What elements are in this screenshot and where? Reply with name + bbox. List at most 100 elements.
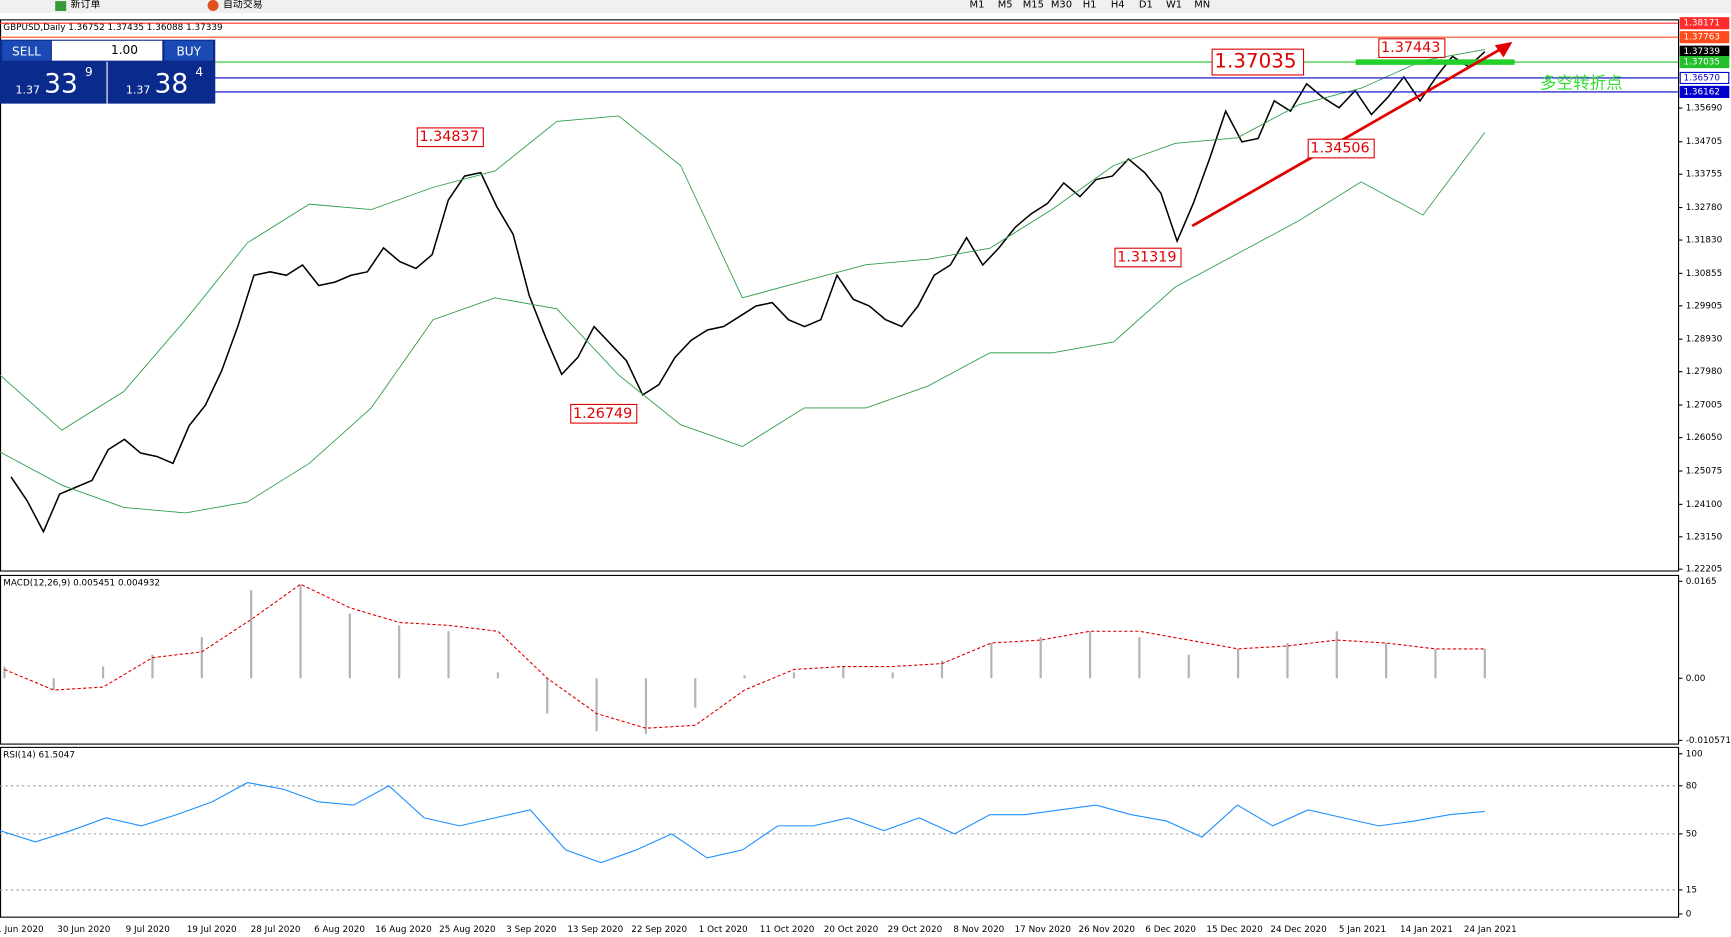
macd-histogram-bar <box>1335 631 1338 679</box>
sell-price-pips[interactable]: 33 <box>44 68 78 99</box>
y-tick-label: 1.28930 <box>1686 335 1723 345</box>
macd-histogram-bar <box>447 631 450 679</box>
macd-histogram-bar <box>250 590 253 679</box>
volume-value[interactable]: 1.00 <box>111 43 138 57</box>
bollinger-band <box>0 132 1486 514</box>
macd-histogram-bar <box>743 675 746 679</box>
macd-histogram-bar <box>940 660 944 679</box>
macd-histogram-bar <box>398 625 401 679</box>
x-tick-label: 6 Aug 2020 <box>314 925 365 935</box>
y-tick-label: 1.22205 <box>1686 565 1722 575</box>
x-tick-label: 8 Nov 2020 <box>953 925 1004 935</box>
chart-note: 多空转折点 <box>1540 73 1623 92</box>
new-order-icon[interactable] <box>55 1 67 12</box>
y-tick-label: 1.29905 <box>1686 301 1722 311</box>
price-annotation-box <box>1211 48 1305 76</box>
x-tick-label: 28 Jul 2020 <box>251 925 301 935</box>
x-tick-label: 29 Oct 2020 <box>888 925 943 935</box>
price-annotation-box <box>1378 38 1446 58</box>
macd-histogram-bar <box>891 672 894 679</box>
buy-button[interactable] <box>164 40 214 61</box>
buy-price-pips[interactable]: 38 <box>155 68 189 99</box>
macd-histogram-bar <box>644 678 648 735</box>
sell-label[interactable]: SELL <box>12 44 41 58</box>
price-annotation-box <box>416 127 484 148</box>
price-level-label: 1.37035 <box>1684 58 1720 68</box>
price-level-label: 1.36162 <box>1684 87 1720 97</box>
auto-trading-button[interactable]: 自动交易 <box>223 0 263 10</box>
y-tick-label: 80 <box>1686 781 1698 791</box>
timeframe-button[interactable]: M1 <box>970 0 985 10</box>
y-tick-label: 1.27980 <box>1686 367 1723 377</box>
macd-histogram-bar <box>1483 648 1486 679</box>
y-tick-label: 0.0165 <box>1686 577 1717 587</box>
y-tick-label: 1.31830 <box>1686 236 1723 246</box>
buy-label[interactable]: BUY <box>176 44 201 58</box>
toolbar <box>0 0 1731 14</box>
y-tick-label: 1.34705 <box>1686 137 1722 147</box>
x-tick-label: 22 Sep 2020 <box>631 925 687 935</box>
x-tick-label: 19 Jul 2020 <box>187 925 237 935</box>
macd-histogram-bar <box>792 672 796 679</box>
indicator-title: MACD(12,26,9) 0.005451 0.004932 <box>3 579 160 589</box>
macd-histogram-bar <box>1088 631 1092 679</box>
x-tick-label: 13 Sep 2020 <box>567 925 623 935</box>
price-level-label: 1.36570 <box>1684 73 1721 83</box>
timeframe-button[interactable]: H4 <box>1111 0 1125 10</box>
macd-histogram-bar <box>1434 648 1437 679</box>
macd-histogram-bar <box>595 678 598 732</box>
x-tick-label: 1 Oct 2020 <box>699 925 748 935</box>
x-tick-label: 11 Oct 2020 <box>760 925 815 935</box>
panel-frame <box>0 19 1680 572</box>
macd-signal-line <box>4 583 1485 729</box>
price-annotation: 1.37035 <box>1214 50 1296 73</box>
sell-price-frac[interactable]: 9 <box>85 65 93 79</box>
buy-price-big[interactable]: 1.37 <box>126 83 151 96</box>
y-tick-label: 0.00 <box>1686 674 1706 684</box>
y-tick-label: 1.25075 <box>1686 467 1722 477</box>
macd-histogram-bar <box>1286 643 1289 679</box>
sell-button[interactable] <box>2 40 51 61</box>
sell-price-big[interactable]: 1.37 <box>15 83 40 96</box>
x-tick-label: 16 Aug 2020 <box>375 925 432 935</box>
price-level-tag <box>1679 17 1730 30</box>
timeframe-button[interactable]: M30 <box>1051 0 1072 10</box>
y-tick-label: 1.35690 <box>1686 104 1723 114</box>
bollinger-band <box>0 49 1485 431</box>
trend-arrow <box>1191 46 1505 228</box>
indicator-title: GBPUSD,Daily 1.36752 1.37435 1.36088 1.3… <box>3 23 222 33</box>
y-tick-label: 0 <box>1686 909 1692 919</box>
volume-input[interactable] <box>51 40 163 61</box>
x-tick-label: 20 Oct 2020 <box>824 925 879 935</box>
new-order-button[interactable]: 新订单 <box>71 0 101 10</box>
timeframe-button[interactable]: M5 <box>998 0 1013 10</box>
price-annotation-box <box>1114 247 1182 268</box>
rsi-line <box>0 782 1485 864</box>
y-tick-label: 1.30855 <box>1686 269 1722 279</box>
macd-histogram-bar <box>348 613 351 679</box>
y-tick-label: 100 <box>1686 749 1703 759</box>
timeframe-button[interactable]: D1 <box>1139 0 1153 10</box>
macd-histogram-bar <box>842 666 845 679</box>
panel-frame <box>0 746 1680 918</box>
macd-histogram-bar <box>1236 648 1240 679</box>
price-level-label: 1.37339 <box>1684 47 1720 57</box>
price-level-tag <box>1679 71 1730 85</box>
timeframe-button[interactable]: MN <box>1194 0 1210 10</box>
y-tick-label: -0.010571 <box>1686 736 1731 746</box>
timeframe-button[interactable]: W1 <box>1166 0 1182 10</box>
timeframe-button[interactable]: H1 <box>1083 0 1097 10</box>
timeframe-button[interactable]: M15 <box>1023 0 1044 10</box>
panel-frame <box>0 574 1680 745</box>
auto-trading-icon[interactable] <box>207 0 219 12</box>
x-tick-label: 3 Sep 2020 <box>506 925 557 935</box>
macd-histogram-bar <box>1187 654 1190 679</box>
buy-price-frac[interactable]: 4 <box>195 65 203 79</box>
x-tick-label: 17 Nov 2020 <box>1015 925 1072 935</box>
y-tick-label: 1.24100 <box>1686 500 1723 510</box>
macd-histogram-bar <box>694 678 697 708</box>
price-annotation: 1.34837 <box>420 129 479 145</box>
x-tick-label: 15 Dec 2020 <box>1206 925 1263 935</box>
